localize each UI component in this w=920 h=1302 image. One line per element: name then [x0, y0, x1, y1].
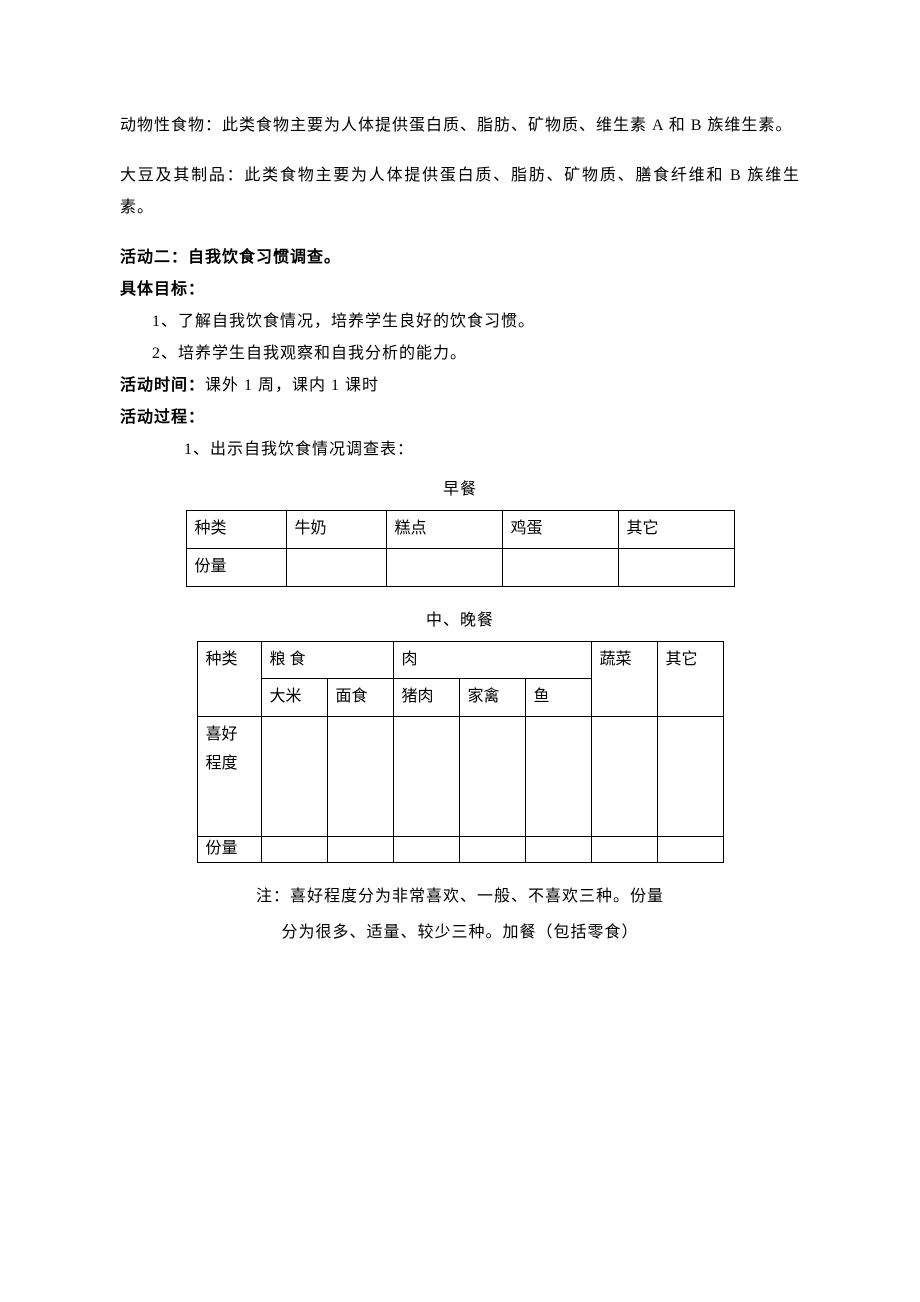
cell-empty: [525, 717, 591, 837]
cell-empty: [327, 837, 393, 863]
cell-egg: 鸡蛋: [502, 511, 618, 549]
cell-other: 其它: [657, 641, 723, 717]
activity-title: 活动二：自我饮食习惯调查。: [120, 242, 800, 274]
paragraph-soy-food: 大豆及其制品：此类食物主要为人体提供蛋白质、脂肪、矿物质、膳食纤维和 B 族维生…: [120, 160, 800, 224]
cell-amount: 份量: [197, 837, 261, 863]
cell-empty: [657, 717, 723, 837]
cell-flour: 面食: [327, 679, 393, 717]
cell-preference: 喜好程度: [197, 717, 261, 837]
cell-empty: [657, 837, 723, 863]
goal-label: 具体目标：: [120, 274, 800, 306]
note-line-2: 分为很多、适量、较少三种。加餐（包括零食）: [120, 917, 800, 949]
paragraph-animal-food: 动物性食物：此类食物主要为人体提供蛋白质、脂肪、矿物质、维生素 A 和 B 族维…: [120, 110, 800, 142]
cell-kind: 种类: [197, 641, 261, 717]
cell-empty: [459, 837, 525, 863]
cell-empty: [591, 717, 657, 837]
cell-veg: 蔬菜: [591, 641, 657, 717]
cell-empty: [393, 837, 459, 863]
process-label: 活动过程：: [120, 402, 800, 434]
breakfast-table: 种类 牛奶 糕点 鸡蛋 其它 份量: [186, 510, 735, 587]
activity-time: 活动时间：课外 1 周，课内 1 课时: [120, 370, 800, 402]
cell-grain: 粮 食: [261, 641, 393, 679]
table-row: 份量: [197, 837, 723, 863]
cell-empty: [261, 717, 327, 837]
cell-empty: [261, 837, 327, 863]
cell-empty: [525, 837, 591, 863]
cell-amount: 份量: [186, 548, 286, 586]
cell-pork: 猪肉: [393, 679, 459, 717]
table-row: 种类 牛奶 糕点 鸡蛋 其它: [186, 511, 734, 549]
table-row: 种类 粮 食 肉 蔬菜 其它: [197, 641, 723, 679]
cell-kind: 种类: [186, 511, 286, 549]
cell-empty: [591, 837, 657, 863]
process-item-1: 1、出示自我饮食情况调查表：: [120, 434, 800, 466]
cell-poultry: 家禽: [459, 679, 525, 717]
cell-cake: 糕点: [386, 511, 502, 549]
goal-item-2: 2、培养学生自我观察和自我分析的能力。: [120, 338, 800, 370]
cell-empty: [393, 717, 459, 837]
cell-empty: [502, 548, 618, 586]
cell-empty: [459, 717, 525, 837]
cell-other: 其它: [618, 511, 734, 549]
cell-rice: 大米: [261, 679, 327, 717]
cell-empty: [386, 548, 502, 586]
cell-fish: 鱼: [525, 679, 591, 717]
table-row: 份量: [186, 548, 734, 586]
cell-milk: 牛奶: [286, 511, 386, 549]
table1-title: 早餐: [120, 474, 800, 506]
cell-empty: [286, 548, 386, 586]
lunch-dinner-table: 种类 粮 食 肉 蔬菜 其它 大米 面食 猪肉 家禽 鱼 喜好程度 份量: [197, 641, 724, 863]
table2-title: 中、晚餐: [120, 605, 800, 637]
note-line-1: 注：喜好程度分为非常喜欢、一般、不喜欢三种。份量: [120, 881, 800, 913]
body-text: 此类食物主要为人体提供蛋白质、脂肪、矿物质、维生素 A 和 B 族维生素。: [222, 117, 792, 134]
cell-empty: [618, 548, 734, 586]
cell-empty: [327, 717, 393, 837]
time-value: 课外 1 周，课内 1 课时: [205, 377, 379, 394]
goal-item-1: 1、了解自我饮食情况，培养学生良好的饮食习惯。: [120, 306, 800, 338]
cell-meat: 肉: [393, 641, 591, 679]
lead-text: 大豆及其制品：: [120, 167, 244, 184]
table-row: 喜好程度: [197, 717, 723, 837]
lead-text: 动物性食物：: [120, 117, 222, 134]
time-label: 活动时间：: [120, 377, 205, 394]
